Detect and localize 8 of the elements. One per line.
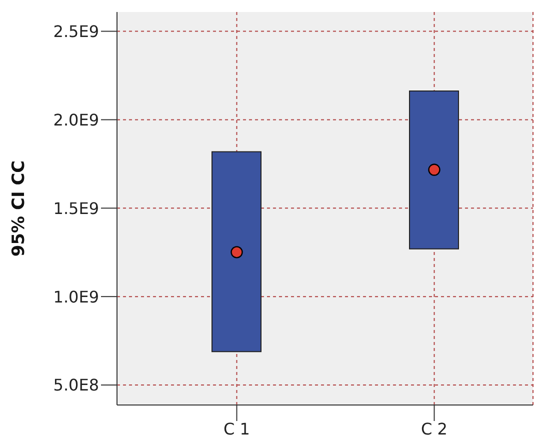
y-axis-title: 95% CI CC [9, 160, 30, 257]
y-tick-label: 2.5E9 [53, 22, 99, 41]
x-tick-label: C 2 [421, 419, 448, 438]
y-tick-label: 2.0E9 [53, 110, 99, 130]
y-tick-label: 5.0E8 [53, 376, 99, 395]
y-tick-label: 1.0E9 [53, 287, 99, 306]
x-tick-label: C 1 [224, 419, 250, 438]
y-tick-label: 1.5E9 [53, 198, 99, 218]
